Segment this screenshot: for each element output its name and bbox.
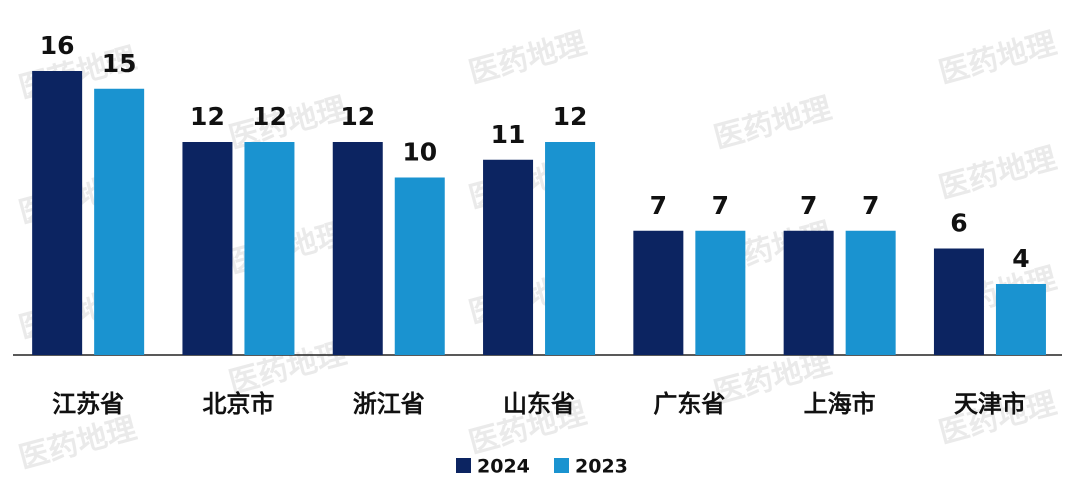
x-tick-label: 上海市 — [804, 390, 876, 418]
bar — [783, 230, 834, 355]
data-label: 7 — [650, 191, 667, 220]
data-label: 7 — [800, 191, 817, 220]
bar — [483, 159, 534, 355]
x-tick-label: 浙江省 — [353, 390, 425, 418]
x-tick-label: 山东省 — [503, 390, 575, 418]
bar — [545, 142, 596, 355]
data-label: 16 — [40, 31, 75, 60]
x-tick-label: 广东省 — [653, 390, 725, 418]
data-label: 7 — [712, 191, 729, 220]
bar — [182, 142, 233, 355]
data-label: 12 — [340, 102, 375, 131]
legend-label: 2024 — [477, 456, 530, 478]
watermark: 医药地理 — [935, 141, 1060, 206]
x-tick-label: 北京市 — [202, 390, 274, 418]
bar — [845, 230, 896, 355]
watermark: 医药地理 — [710, 91, 835, 156]
legend-swatch — [554, 458, 569, 473]
x-tick-label: 天津市 — [954, 390, 1026, 418]
bar — [933, 248, 984, 355]
watermark: 医药地理 — [465, 26, 590, 91]
watermark: 医药地理 — [15, 411, 140, 476]
x-tick-label: 江苏省 — [52, 390, 124, 418]
bar — [995, 284, 1046, 355]
bar — [32, 71, 83, 355]
data-label: 11 — [491, 120, 526, 149]
data-label: 12 — [190, 102, 225, 131]
data-label: 7 — [862, 191, 879, 220]
data-label: 12 — [553, 102, 588, 131]
bar — [633, 230, 684, 355]
data-label: 15 — [102, 49, 137, 78]
data-label: 12 — [252, 102, 287, 131]
legend-label: 2023 — [575, 456, 628, 478]
data-label: 4 — [1012, 244, 1029, 273]
bar — [94, 88, 145, 355]
bar — [394, 177, 445, 355]
data-label: 10 — [402, 138, 437, 167]
bar — [244, 142, 295, 355]
bar — [695, 230, 746, 355]
data-label: 6 — [950, 209, 967, 238]
bar — [332, 142, 383, 355]
legend-swatch — [456, 458, 471, 473]
watermark: 医药地理 — [935, 26, 1060, 91]
